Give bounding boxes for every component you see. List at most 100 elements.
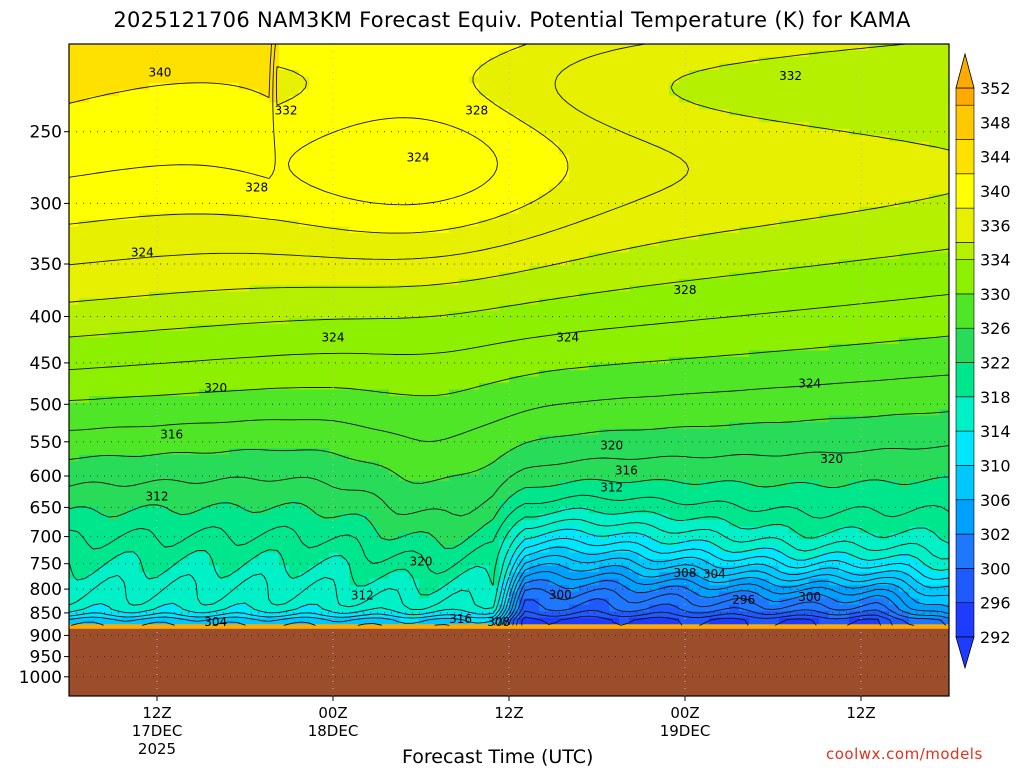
field-cell-2868 bbox=[349, 487, 360, 495]
field-cell-4623 bbox=[529, 193, 540, 202]
field-cell-4339 bbox=[499, 298, 510, 306]
field-cell-1160 bbox=[179, 435, 190, 443]
field-cell-1380 bbox=[199, 565, 210, 573]
field-cell-1004 bbox=[169, 70, 180, 78]
field-cell-4360 bbox=[499, 435, 510, 443]
field-cell-1978 bbox=[259, 552, 270, 560]
field-cell-326 bbox=[99, 213, 110, 221]
field-cell-1153 bbox=[179, 389, 190, 397]
field-cell-253 bbox=[89, 389, 100, 397]
field-cell-1725 bbox=[239, 207, 250, 215]
field-cell-4964 bbox=[559, 461, 570, 469]
field-cell-1621 bbox=[229, 180, 240, 189]
field-cell-4589 bbox=[519, 624, 530, 632]
field-cell-1421 bbox=[209, 180, 220, 189]
field-cell-102 bbox=[79, 57, 90, 65]
field-cell-1102 bbox=[179, 57, 190, 65]
field-cell-2216 bbox=[289, 148, 300, 156]
field-cell-2958 bbox=[359, 422, 370, 430]
field-cell-4140 bbox=[479, 304, 490, 312]
field-cell-4235 bbox=[489, 272, 500, 280]
field-cell-1278 bbox=[189, 552, 200, 560]
field-cell-504 bbox=[119, 70, 130, 78]
field-cell-2658 bbox=[329, 422, 340, 430]
field-cell-1085 bbox=[169, 598, 180, 606]
field-cell-4338 bbox=[499, 291, 510, 299]
field-cell-1815 bbox=[249, 141, 260, 149]
field-cell-4256 bbox=[489, 409, 500, 417]
field-cell-2801 bbox=[349, 50, 360, 58]
field-cell-648 bbox=[129, 356, 140, 365]
field-cell-408 bbox=[109, 96, 120, 104]
field-cell-1588 bbox=[219, 617, 230, 625]
field-cell-1834 bbox=[249, 265, 260, 273]
field-cell-1478 bbox=[209, 552, 220, 560]
field-cell-3968 bbox=[459, 487, 470, 495]
field-cell-157 bbox=[79, 415, 90, 423]
field-cell-57 bbox=[69, 415, 80, 423]
field-cell-1821 bbox=[249, 180, 260, 189]
field-cell-4826 bbox=[549, 213, 560, 221]
field-cell-2755 bbox=[339, 402, 350, 410]
field-cell-4719 bbox=[539, 167, 550, 175]
field-cell-678 bbox=[129, 552, 140, 560]
field-cell-1459 bbox=[209, 428, 220, 436]
field-cell-3152 bbox=[379, 383, 390, 391]
field-cell-972 bbox=[159, 513, 170, 521]
field-cell-3106 bbox=[379, 83, 390, 91]
field-cell-3929 bbox=[459, 233, 470, 241]
field-cell-558 bbox=[119, 422, 130, 430]
field-cell-3650 bbox=[429, 370, 440, 378]
field-cell-1413 bbox=[209, 128, 220, 136]
field-cell-1809 bbox=[249, 102, 260, 110]
field-cell-4843 bbox=[549, 324, 560, 332]
field-cell-736 bbox=[139, 278, 150, 286]
field-cell-4039 bbox=[469, 298, 480, 306]
field-cell-1803 bbox=[249, 63, 260, 71]
field-cell-1980 bbox=[259, 565, 270, 573]
field-cell-4029 bbox=[469, 233, 480, 241]
field-cell-1923 bbox=[259, 193, 270, 202]
field-cell-4821 bbox=[549, 180, 560, 189]
field-cell-2961 bbox=[359, 441, 370, 449]
field-cell-1424 bbox=[209, 200, 220, 208]
field-cell-4176 bbox=[479, 539, 490, 547]
field-cell-803 bbox=[149, 63, 160, 71]
field-cell-914 bbox=[159, 135, 170, 143]
field-cell-2086 bbox=[269, 604, 280, 612]
field-cell-1702 bbox=[239, 57, 250, 65]
field-cell-1238 bbox=[189, 291, 200, 299]
field-cell-3838 bbox=[449, 291, 460, 299]
field-cell-82 bbox=[69, 578, 80, 586]
field-cell-32 bbox=[69, 252, 80, 260]
field-cell-3204 bbox=[389, 70, 400, 78]
field-cell-2888 bbox=[349, 617, 360, 625]
field-cell-3412 bbox=[409, 122, 420, 130]
field-cell-1950 bbox=[259, 370, 270, 378]
field-cell-2481 bbox=[309, 572, 320, 580]
field-cell-1365 bbox=[199, 467, 210, 475]
field-cell-4649 bbox=[529, 363, 540, 371]
field-cell-1289 bbox=[189, 624, 200, 632]
field-cell-29 bbox=[69, 233, 80, 241]
field-cell-3522 bbox=[419, 187, 430, 195]
field-cell-2025 bbox=[269, 207, 280, 215]
field-cell-3689 bbox=[429, 624, 440, 632]
field-cell-2765 bbox=[339, 467, 350, 475]
field-cell-281 bbox=[89, 572, 100, 580]
field-cell-2563 bbox=[319, 454, 330, 462]
field-cell-3821 bbox=[449, 180, 460, 189]
field-cell-3239 bbox=[389, 298, 400, 306]
field-cell-2785 bbox=[339, 598, 350, 606]
field-cell-3774 bbox=[439, 526, 450, 534]
field-cell-1031 bbox=[169, 246, 180, 254]
field-cell-2736 bbox=[339, 278, 350, 286]
field-cell-2088 bbox=[269, 617, 280, 625]
field-cell-2643 bbox=[329, 324, 340, 332]
field-cell-2823 bbox=[349, 193, 360, 202]
field-cell-105 bbox=[79, 76, 90, 84]
field-cell-778 bbox=[139, 552, 150, 560]
field-cell-3710 bbox=[439, 109, 450, 117]
field-cell-2989 bbox=[359, 624, 370, 632]
field-cell-3955 bbox=[459, 402, 470, 410]
